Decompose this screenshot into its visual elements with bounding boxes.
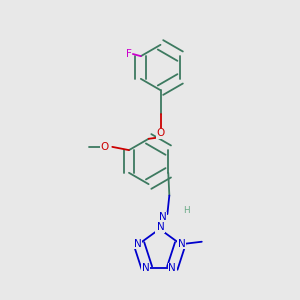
Text: N: N bbox=[168, 263, 176, 273]
Text: F: F bbox=[126, 49, 132, 59]
Text: N: N bbox=[159, 212, 167, 222]
Text: N: N bbox=[178, 239, 185, 249]
Text: O: O bbox=[156, 128, 165, 138]
Text: N: N bbox=[156, 224, 164, 234]
Text: N: N bbox=[142, 263, 149, 273]
Text: O: O bbox=[101, 142, 109, 152]
Text: H: H bbox=[183, 206, 190, 215]
Text: N: N bbox=[134, 239, 142, 249]
Text: N: N bbox=[157, 223, 165, 232]
